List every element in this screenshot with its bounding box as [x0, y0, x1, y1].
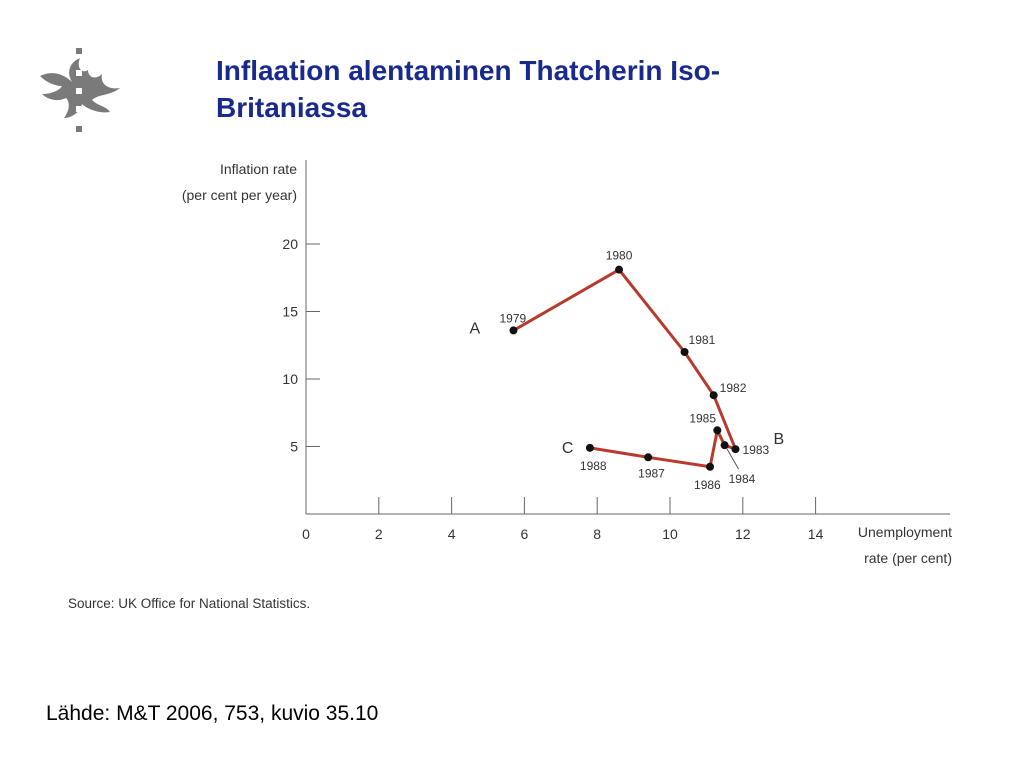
data-label-1986: 1986: [694, 478, 721, 492]
data-point-1984: [720, 441, 729, 450]
slide-title: Inflaation alentaminen Thatcherin Iso-Br…: [216, 55, 721, 123]
data-label-1985: 1985: [689, 411, 716, 425]
y-tick-label: 5: [290, 439, 298, 455]
data-point-1980: [615, 265, 624, 274]
x-tick-label: 14: [808, 526, 824, 542]
x-tick-label: 8: [593, 526, 601, 542]
data-label-1982: 1982: [720, 381, 747, 395]
annotation-A: A: [469, 320, 480, 337]
slide-reference: Lähde: M&T 2006, 753, kuvio 35.10: [46, 702, 379, 725]
annotation-B: B: [774, 431, 785, 448]
annotation-C: C: [562, 440, 574, 457]
axes: [305, 160, 950, 515]
data-point-1987: [644, 453, 653, 462]
data-label-1988: 1988: [580, 459, 607, 473]
y-axis-label-line2: (per cent per year): [182, 187, 297, 203]
x-tick-label: 4: [448, 526, 456, 542]
data-label-1984: 1984: [729, 472, 756, 486]
axis-ticks: 0 2 4 6 8 10 12 14 5 10 15 20: [282, 236, 823, 542]
series-line: [512, 268, 738, 469]
data-point-1986: [706, 462, 715, 471]
data-point-1985: [713, 426, 722, 435]
data-point-1981: [680, 348, 689, 356]
y-axis-label-line1: Inflation rate: [220, 161, 297, 177]
data-point-1983: [731, 445, 740, 454]
university-flame-logo-icon: [40, 48, 120, 132]
data-point-1982: [709, 391, 718, 400]
data-labels: 1979 1980 1981 1982 1983 1984 1985 1986 1987 1988…: [469, 249, 784, 492]
x-tick-label: 2: [375, 526, 383, 542]
x-tick-label: 0: [302, 526, 310, 542]
data-label-1987: 1987: [638, 466, 665, 480]
data-label-1981: 1981: [689, 333, 716, 347]
y-tick-label: 15: [282, 304, 298, 320]
data-series: [509, 265, 740, 471]
data-label-1979: 1979: [499, 311, 526, 325]
data-label-1984-leader: [726, 447, 740, 470]
y-tick-label: 10: [282, 371, 298, 387]
data-label-1983: 1983: [743, 443, 770, 457]
data-point-1979: [509, 326, 518, 335]
data-label-1980: 1980: [606, 249, 633, 263]
data-point-1988: [585, 443, 594, 452]
x-axis-label-line1: Unemployment: [858, 524, 952, 540]
chart-source-note: Source: UK Office for National Statistic…: [68, 596, 311, 611]
x-tick-label: 12: [735, 526, 751, 542]
x-axis-label-line2: rate (per cent): [864, 550, 952, 566]
x-tick-label: 10: [662, 526, 678, 542]
x-tick-label: 6: [521, 526, 529, 542]
y-tick-label: 20: [282, 236, 298, 252]
